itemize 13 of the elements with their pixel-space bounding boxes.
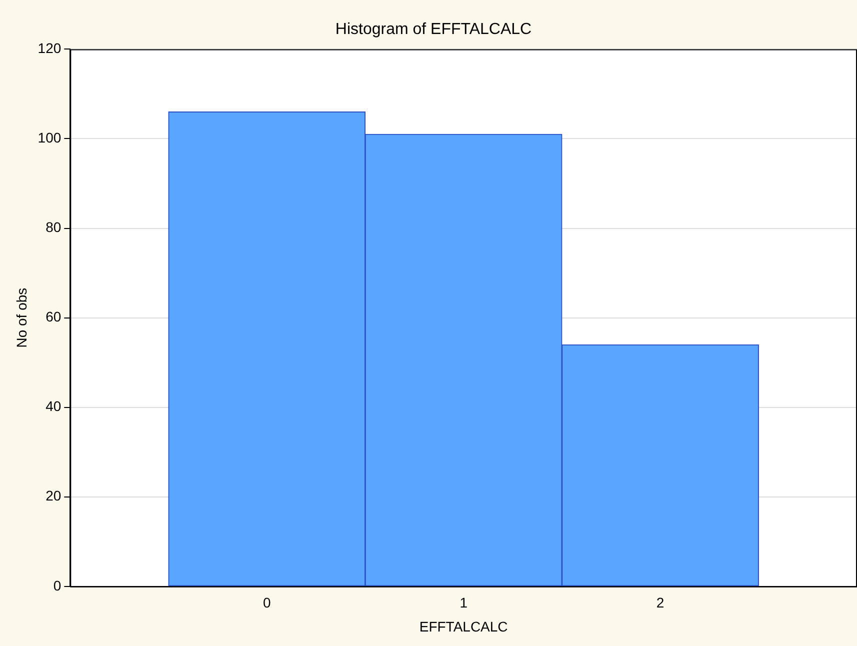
y-tick-label: 0	[53, 577, 62, 594]
y-tick-label: 120	[38, 40, 62, 56]
x-tick-label: 2	[656, 594, 664, 611]
y-axis-title: No of obs	[13, 288, 30, 348]
x-tick-label: 0	[262, 594, 271, 611]
y-tick-label: 100	[38, 130, 62, 146]
y-tick-label: 20	[46, 488, 62, 504]
y-tick-label: 40	[46, 398, 62, 414]
x-axis-title: EFFTALCALC	[419, 618, 508, 634]
y-tick-label: 80	[46, 219, 62, 236]
x-tick-label: 1	[460, 594, 468, 611]
y-tick-label: 60	[46, 308, 62, 325]
chart-title: Histogram of EFFTALCALC	[335, 21, 532, 38]
